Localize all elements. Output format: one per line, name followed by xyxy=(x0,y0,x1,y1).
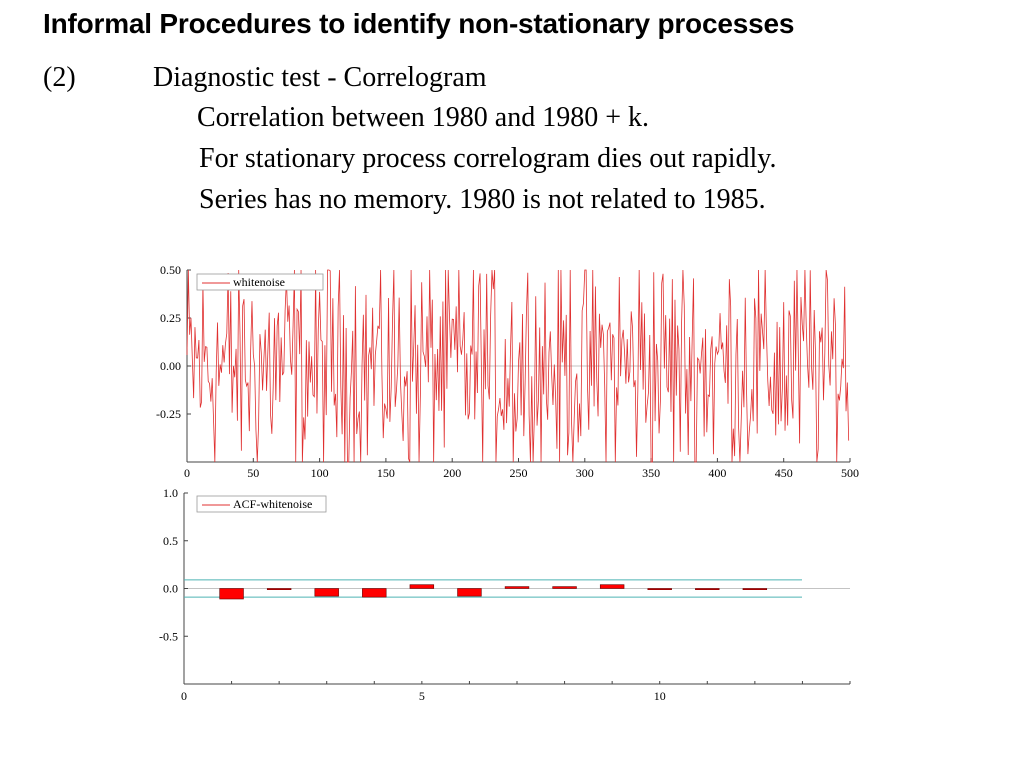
body-line-2: For stationary process correlogram dies … xyxy=(199,143,777,174)
acf-bar-lag-10 xyxy=(647,588,672,591)
acf-bar-lag-9 xyxy=(599,584,625,589)
top-y-tick-label: -0.25 xyxy=(156,407,181,421)
top-x-tick-label: 200 xyxy=(443,466,461,480)
top-x-tick-label: 50 xyxy=(247,466,259,480)
acf-bar-lag-5 xyxy=(409,584,435,589)
top-y-tick-label: 0.25 xyxy=(160,311,181,325)
bottom-y-tick-label: 0.5 xyxy=(163,534,178,548)
acf-bar-lag-3 xyxy=(314,588,339,597)
top-y-ticks: 0.50 0.25 0.00 -0.25 xyxy=(156,263,191,421)
slide-title: Informal Procedures to identify non-stat… xyxy=(43,8,795,39)
bottom-x-tick-label: 0 xyxy=(181,689,187,703)
whitenoise-series-line xyxy=(186,269,850,463)
bottom-y-tick-label: 0.0 xyxy=(163,582,178,596)
top-x-tick-label: 250 xyxy=(510,466,528,480)
bottom-x-ticks: 0 5 10 xyxy=(181,681,851,703)
top-x-tick-label: 450 xyxy=(775,466,793,480)
bottom-y-tick-label: -0.5 xyxy=(159,629,178,643)
item-number: (2) xyxy=(43,62,76,93)
top-legend-box xyxy=(196,273,324,291)
acf-bar-lag-12 xyxy=(742,588,768,591)
top-y-tick-label: 0.00 xyxy=(160,359,181,373)
bottom-x-tick-label: 5 xyxy=(419,689,425,703)
top-x-tick-label: 400 xyxy=(708,466,726,480)
top-x-tick-label: 350 xyxy=(642,466,660,480)
body-line-3: Series has no memory. 1980 is not relate… xyxy=(199,184,766,215)
top-x-ticks: 0 50 100 150 200 250 300 350 400 450 500 xyxy=(184,458,859,480)
acf-bars xyxy=(219,584,768,600)
top-x-tick-label: 150 xyxy=(377,466,395,480)
bottom-y-ticks: 1.0 0.5 0.0 -0.5 xyxy=(159,486,188,643)
bottom-y-tick-label: 1.0 xyxy=(163,486,178,500)
top-y-tick-label: 0.50 xyxy=(160,263,181,277)
body-line-1: Correlation between 1980 and 1980 + k. xyxy=(197,102,650,133)
whitenoise-line-chart: 0.50 0.25 0.00 -0.25 0 50 100 150 200 250 300 350 4… xyxy=(156,263,859,480)
item-heading: Diagnostic test - Correlogram xyxy=(153,62,487,93)
acf-bar-lag-2 xyxy=(266,588,292,591)
acf-bar-lag-4 xyxy=(362,588,387,598)
acf-bar-lag-8 xyxy=(552,586,577,589)
top-x-tick-label: 300 xyxy=(576,466,594,480)
top-x-tick-label: 0 xyxy=(184,466,190,480)
top-legend-label: whitenoise xyxy=(233,275,285,289)
acf-bar-lag-7 xyxy=(504,586,530,589)
acf-bar-lag-11 xyxy=(695,588,720,591)
top-x-tick-label: 100 xyxy=(311,466,329,480)
bottom-x-tick-label: 10 xyxy=(654,689,666,703)
bottom-legend-box xyxy=(196,495,327,513)
acf-bar-lag-6 xyxy=(457,588,482,597)
top-x-tick-label: 500 xyxy=(841,466,859,480)
acf-bar-lag-1 xyxy=(219,588,244,600)
acf-bar-chart: 1.0 0.5 0.0 -0.5 0 5 10 ACF-whitenoise xyxy=(159,486,851,703)
bottom-legend-label: ACF-whitenoise xyxy=(233,497,312,511)
